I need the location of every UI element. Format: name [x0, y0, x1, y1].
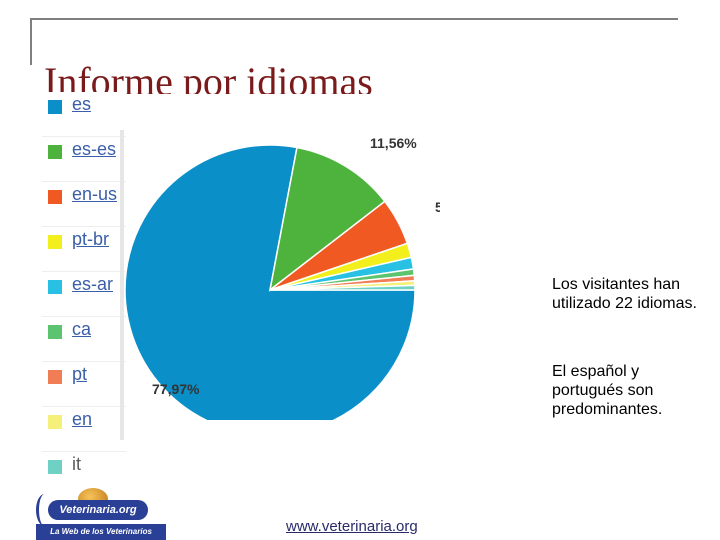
legend-swatch: [48, 280, 62, 294]
legend-label: ca: [72, 319, 92, 339]
chart-legend: es es-es en-us pt-br es-ar ca pt en it: [40, 92, 126, 474]
legend-label: it: [72, 454, 81, 474]
legend-label: pt: [72, 364, 88, 384]
legend-swatch: [48, 325, 62, 339]
legend-item-it[interactable]: it: [42, 452, 126, 496]
pie-slice-es-es: [268, 146, 386, 292]
legend-divider: [120, 130, 124, 440]
legend-label: en: [72, 409, 93, 429]
legend-swatch: [48, 145, 62, 159]
data-label-en-us: 5,25%: [435, 199, 440, 215]
legend-swatch: [48, 190, 62, 204]
legend-item-pt-br[interactable]: pt-br: [42, 227, 126, 272]
footer-url-link[interactable]: www.veterinaria.org: [286, 518, 418, 535]
legend-label: es-es: [72, 139, 117, 159]
slide-title: Informe por idiomas: [44, 59, 373, 94]
logo-name: Veterinaria.org: [48, 500, 148, 520]
legend-item-es-es[interactable]: es-es: [42, 137, 126, 182]
logo-tagline: La Web de los Veterinarios: [36, 524, 166, 540]
legend-label: es: [72, 94, 92, 114]
legend-label: pt-br: [72, 229, 110, 249]
visitors-note: Los visitantes han utilizado 22 idiomas.: [552, 276, 697, 312]
legend-swatch: [48, 235, 62, 249]
logo-swoosh: [36, 494, 53, 526]
languages-note: El español y portugués son predominantes…: [552, 363, 663, 418]
legend-item-ca[interactable]: ca: [42, 317, 126, 362]
legend-item-en-us[interactable]: en-us: [42, 182, 126, 227]
legend-item-es-ar[interactable]: es-ar: [42, 272, 126, 317]
data-label-es: 77,97%: [152, 381, 200, 397]
legend-swatch: [48, 100, 62, 114]
veterinaria-logo[interactable]: Veterinaria.org La Web de los Veterinari…: [36, 488, 166, 540]
pie-slice-it: [269, 284, 416, 291]
frame-left-line: [30, 18, 32, 65]
legend-swatch: [48, 460, 62, 474]
legend-swatch: [48, 415, 62, 429]
legend-item-pt[interactable]: pt: [42, 362, 126, 407]
pie-slice-es: [124, 144, 416, 420]
legend-label: en-us: [72, 184, 118, 204]
frame-top-line: [30, 18, 678, 20]
language-pie-chart: 77,97% 11,56% 5,25%: [124, 135, 440, 420]
legend-swatch: [48, 370, 62, 384]
legend-label: es-ar: [72, 274, 114, 294]
legend-item-es[interactable]: es: [42, 92, 126, 137]
legend-item-en[interactable]: en: [42, 407, 126, 452]
data-label-es-es: 11,56%: [370, 135, 417, 151]
